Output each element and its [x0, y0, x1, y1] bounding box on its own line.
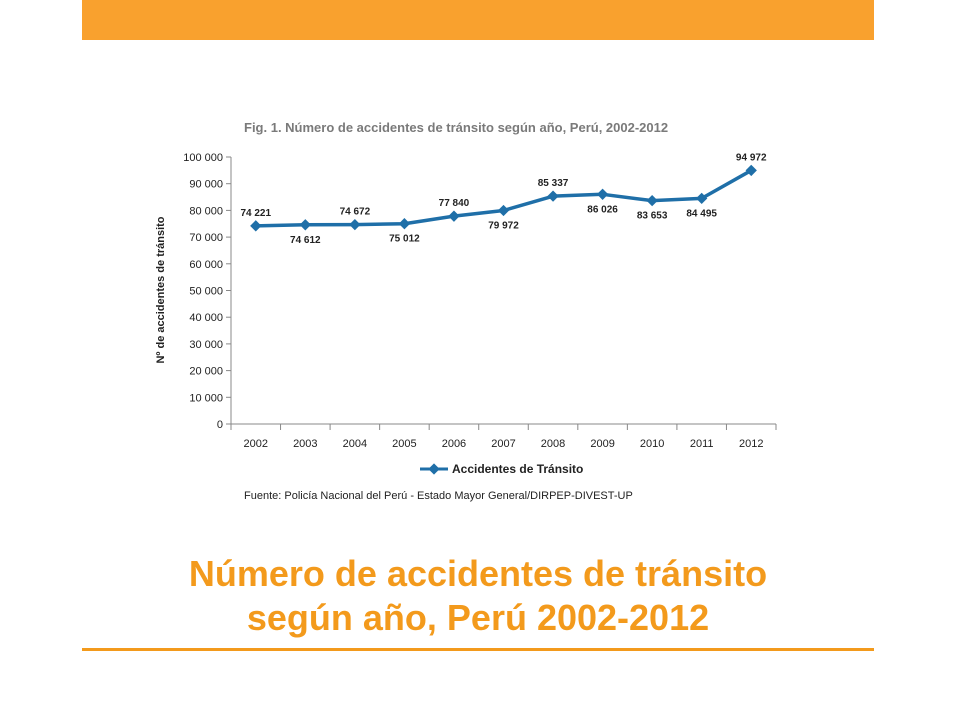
data-label: 85 337: [538, 178, 569, 189]
data-label: 74 672: [340, 207, 371, 218]
y-tick-label: 10 000: [189, 392, 223, 404]
data-label: 79 972: [488, 220, 519, 231]
data-point: [448, 210, 460, 222]
x-tick-label: 2009: [590, 438, 614, 450]
slide-title-line-2: según año, Perú 2002-2012: [246, 597, 710, 638]
x-tick-label: 2003: [293, 438, 317, 450]
data-label: 83 653: [637, 211, 668, 222]
x-tick-label: 2011: [690, 438, 714, 450]
y-tick-label: 90 000: [189, 179, 223, 191]
y-tick-label: 80 000: [189, 205, 223, 217]
x-tick-label: 2004: [343, 438, 367, 450]
legend: Accidentes de Tránsito: [420, 462, 583, 476]
data-point: [497, 204, 510, 217]
slide-title-line-1: Número de accidentes de tránsito: [188, 553, 768, 594]
data-point: [696, 192, 708, 205]
data-label: 77 840: [439, 198, 470, 209]
y-tick-label: 30 000: [189, 339, 223, 351]
y-tick-label: 60 000: [189, 259, 223, 271]
data-label: 94 972: [736, 152, 767, 163]
y-tick-label: 100 000: [183, 152, 223, 164]
y-axis-label: Nº de accidentes de tránsito: [155, 216, 167, 363]
data-point: [745, 164, 757, 177]
x-tick-label: 2008: [541, 438, 565, 450]
data-point: [349, 218, 361, 231]
chart-source: Fuente: Policía Nacional del Perú - Esta…: [244, 490, 633, 502]
legend-label: Accidentes de Tránsito: [452, 462, 583, 476]
chart-title: Fig. 1. Número de accidentes de tránsito…: [244, 120, 668, 135]
x-tick-label: 2006: [442, 438, 466, 450]
y-tick-label: 50 000: [189, 286, 223, 298]
x-tick-label: 2005: [392, 438, 416, 450]
data-point: [299, 219, 311, 231]
x-tick-label: 2010: [640, 438, 664, 450]
y-tick-label: 70 000: [189, 232, 223, 244]
data-label: 74 612: [290, 235, 321, 246]
data-label: 75 012: [389, 234, 420, 245]
legend-marker: [428, 463, 440, 475]
data-label: 74 221: [240, 208, 271, 219]
bottom-rule: [82, 648, 874, 651]
x-tick-label: 2002: [244, 438, 268, 450]
data-label: 86 026: [587, 204, 618, 215]
x-tick-label: 2012: [739, 438, 763, 450]
y-tick-label: 0: [217, 419, 223, 431]
data-point: [596, 188, 609, 200]
chart-axes: [226, 156, 777, 430]
y-tick-labels: 0 10 000 20 000 30 000 40 000 50 000 60 000 70 …: [183, 152, 223, 431]
series-line: [255, 168, 753, 228]
x-tick-label: 2007: [491, 438, 515, 450]
data-labels: 74 221 74 612 74 672 75 012 77 840 79 972 85 3…: [240, 152, 766, 245]
data-label: 84 495: [686, 208, 717, 219]
series-layer: [250, 164, 757, 232]
top-accent-bar: [82, 0, 874, 40]
y-tick-label: 20 000: [189, 366, 223, 378]
data-point: [398, 218, 411, 230]
data-point: [250, 220, 262, 232]
x-tick-labels: 2002 2003 2004 2005 2006 2007 2008 2009 2010 2011…: [244, 438, 764, 450]
data-point: [547, 190, 559, 202]
y-tick-label: 40 000: [189, 312, 223, 324]
slide-title: Número de accidentes de tránsito según a…: [82, 552, 874, 640]
data-point: [646, 194, 658, 207]
